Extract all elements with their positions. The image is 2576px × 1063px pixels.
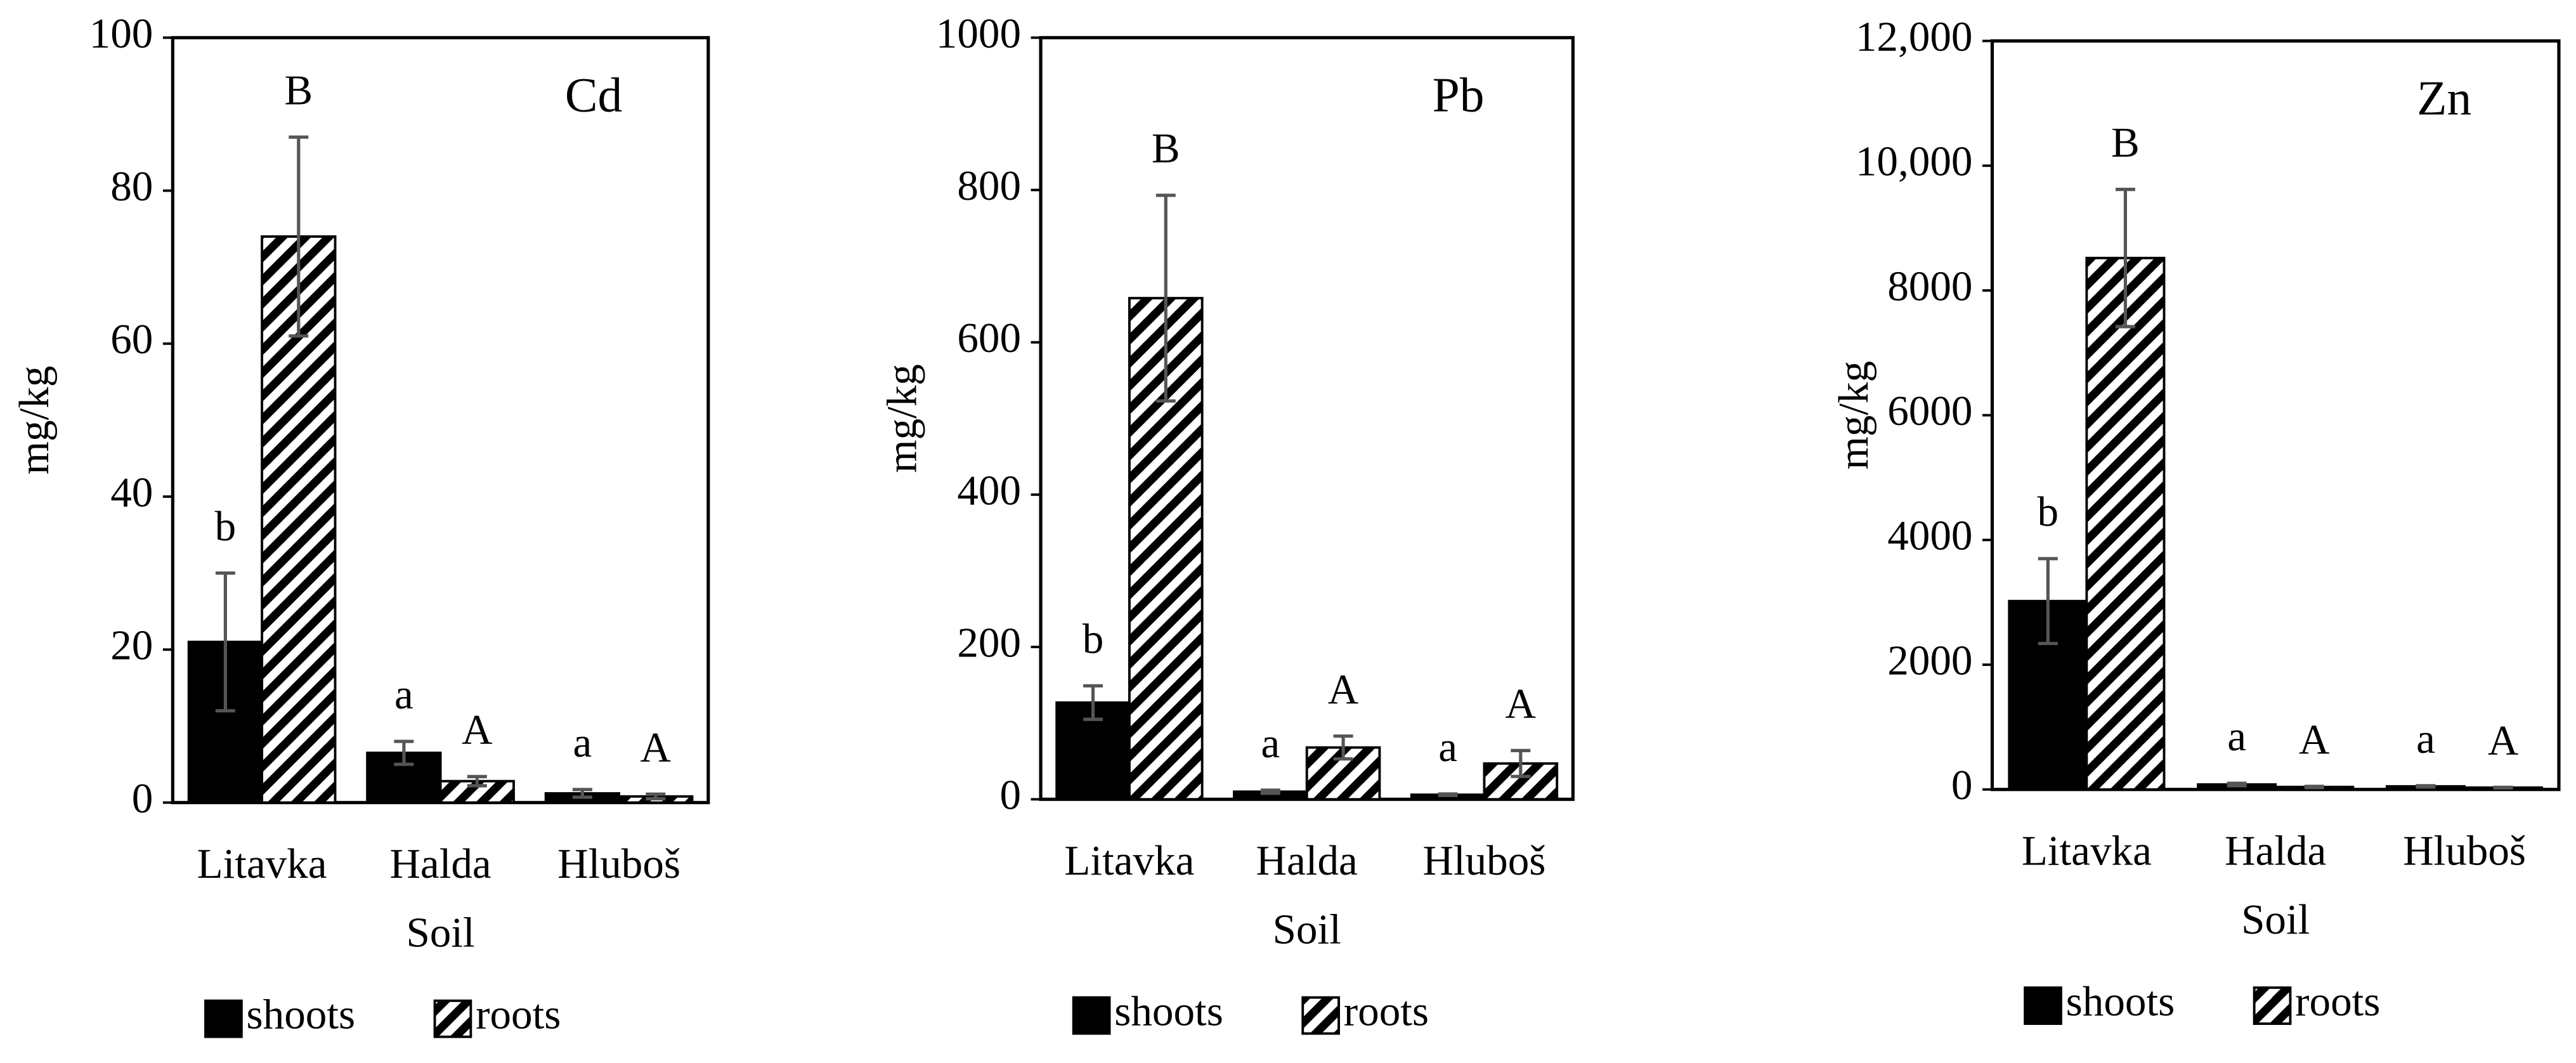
- legend-swatch: [2024, 986, 2062, 1025]
- y-tick-label: 0: [1951, 761, 1973, 809]
- error-bar: [467, 774, 487, 788]
- significance-letter: a: [1261, 719, 1280, 767]
- error-bar: [2493, 785, 2513, 790]
- significance-letter: B: [284, 66, 313, 114]
- y-tick-label: 10,000: [1856, 138, 1973, 185]
- x-tick-label: Hluboš: [2403, 826, 2526, 874]
- legend-label: roots: [1344, 988, 1429, 1035]
- y-tick-label: 12,000: [1856, 13, 1973, 60]
- y-tick-label: 1000: [936, 10, 1021, 57]
- error-bar: [215, 571, 235, 713]
- x-tick-label: Halda: [2225, 826, 2326, 874]
- significance-letter: A: [2488, 717, 2518, 764]
- chart-panel: 0 20 40 60 80 100 Litavka b B Halda a A Hluboš a A Cd mg…: [10, 10, 710, 1038]
- error-bar: [646, 792, 666, 800]
- significance-letter: B: [1152, 124, 1180, 172]
- y-tick-label: 20: [110, 622, 153, 669]
- legend-swatch: [204, 999, 243, 1038]
- legend-label: shoots: [1114, 988, 1223, 1035]
- legend-swatch: [2253, 986, 2292, 1025]
- error-bar: [1260, 788, 1280, 795]
- error-bar: [1438, 792, 1458, 797]
- error-bar: [1155, 193, 1176, 403]
- significance-letter: A: [2299, 715, 2329, 763]
- y-tick-label: 60: [110, 315, 153, 363]
- error-bar: [2304, 785, 2324, 790]
- y-tick-label: 0: [132, 774, 153, 822]
- y-axis-label: mg/kg: [878, 364, 926, 473]
- significance-letter: b: [215, 502, 237, 550]
- bar: [366, 752, 442, 804]
- x-tick-label: Halda: [389, 840, 491, 887]
- error-bar: [1083, 684, 1103, 721]
- x-tick-label: Litavka: [197, 840, 327, 887]
- error-bar: [2115, 188, 2135, 329]
- significance-letter: a: [2227, 712, 2246, 760]
- significance-letter: a: [394, 670, 413, 718]
- legend-label: roots: [476, 991, 561, 1038]
- error-bar: [1333, 734, 1353, 761]
- error-bar: [1511, 748, 1531, 778]
- chart-panel: 0 2000 4000 6000 8000 10,000 12,000 Litavka b B Ha…: [1830, 13, 2561, 1025]
- y-tick-label: 100: [89, 10, 153, 57]
- background: [4, 0, 2572, 1063]
- y-tick-label: 600: [957, 314, 1021, 362]
- significance-letter: a: [1438, 723, 1457, 771]
- legend-label: shoots: [2066, 977, 2175, 1025]
- significance-letter: a: [573, 719, 592, 766]
- legend-label: shoots: [247, 991, 356, 1038]
- error-bar: [2416, 784, 2436, 789]
- error-bar: [289, 135, 309, 338]
- chart-panel: 02004006008001000LitavkabBHaldaaAHluboša…: [878, 10, 1575, 1035]
- y-tick-label: 6000: [1887, 387, 1972, 434]
- bar: [2085, 256, 2166, 791]
- y-axis-label: mg/kg: [10, 366, 58, 475]
- significance-letter: B: [2111, 119, 2140, 166]
- error-bar: [2038, 557, 2058, 646]
- legend-label: roots: [2295, 977, 2380, 1025]
- x-tick-label: Halda: [1256, 837, 1358, 884]
- error-bar: [2227, 781, 2247, 788]
- chart-title: Cd: [565, 67, 622, 122]
- significance-letter: A: [641, 723, 671, 771]
- error-bar: [394, 740, 414, 766]
- y-tick-label: 80: [110, 162, 153, 210]
- x-tick-label: Litavka: [2022, 826, 2152, 874]
- x-tick-label: Hluboš: [1422, 837, 1545, 884]
- y-axis-label: mg/kg: [1830, 361, 1877, 470]
- significance-letter: b: [1083, 615, 1104, 663]
- legend-swatch: [1072, 996, 1111, 1035]
- y-tick-label: 8000: [1887, 262, 1972, 310]
- error-bar: [572, 788, 592, 799]
- chart-title: Pb: [1433, 67, 1485, 122]
- legend-swatch: [1301, 996, 1340, 1035]
- x-axis-label: Soil: [1273, 905, 1341, 953]
- y-tick-label: 4000: [1887, 512, 1972, 559]
- chart-title: Zn: [2417, 70, 2471, 125]
- y-tick-label: 800: [957, 162, 1021, 209]
- legend-swatch: [433, 999, 472, 1038]
- x-axis-label: Soil: [2241, 896, 2310, 943]
- x-tick-label: Hluboš: [557, 840, 680, 887]
- y-tick-label: 0: [1000, 771, 1022, 819]
- y-tick-label: 200: [957, 618, 1021, 666]
- y-tick-label: 40: [110, 468, 153, 516]
- y-tick-label: 2000: [1887, 636, 1972, 684]
- x-tick-label: Litavka: [1064, 837, 1194, 884]
- significance-letter: A: [1506, 680, 1536, 727]
- significance-letter: b: [2038, 488, 2059, 535]
- significance-letter: A: [462, 706, 492, 753]
- significance-letter: a: [2416, 715, 2435, 762]
- y-tick-label: 400: [957, 466, 1021, 514]
- x-axis-label: Soil: [406, 909, 474, 956]
- significance-letter: A: [1328, 665, 1358, 713]
